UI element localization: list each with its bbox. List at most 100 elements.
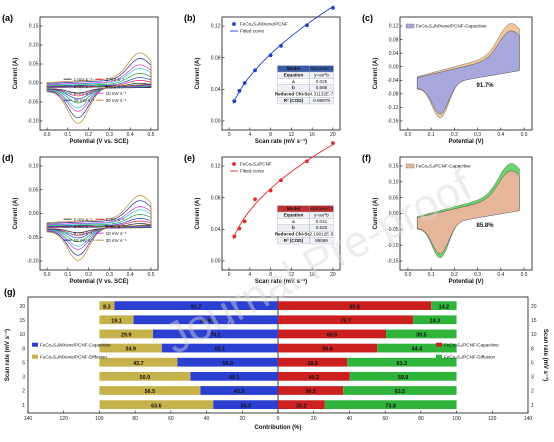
panel-g-bar-left-capacitive [213,400,278,410]
panel-g-value-right-diffusion: 39.5 [416,333,427,339]
panel-g-value-left-capacitive: 70.1 [210,333,221,339]
panel-c-ytick-label: -0.16 [387,119,399,125]
panel-g-value-left-diffusion: 63.6 [151,403,162,409]
panel-d-curves [46,195,152,261]
panel-b-xtick-label: 8 [269,132,272,138]
panel-e-legend-marker [232,162,236,166]
panel-g-bar-right-capacitive [278,386,344,395]
panel-b-data-point [237,89,242,93]
panel-d-frame [39,156,159,271]
panel-g-xtick-label: 140 [24,416,33,422]
panel-b-data-point [232,99,237,104]
panel-e-ytick-label: 0.04 [211,227,221,233]
panel-f-ytick-label: -0.10 [387,243,399,249]
panel-e-ytick-label: 0.08 [211,195,221,201]
panel-e-data-point [237,226,242,231]
panel-e-table-text: Allometric 1 [309,206,333,211]
panel-b-xtick-label: 12 [289,132,295,138]
panel-c-ytick-label: 0.12 [389,24,399,30]
panel-e-xtick-label: 20 [330,272,336,278]
panel-a-cv-curve [46,72,152,104]
panel-g-bar-right-diffusion [386,329,457,339]
panel-b-xlabel: Scan rate (mV s⁻¹) [255,138,307,145]
panel-g-xtick-label: 140 [524,416,533,422]
panel-g-xtick-label: 100 [95,416,104,422]
panel-c-legend-swatch [405,23,415,29]
panel-g-value-left-capacitive: 36.3 [240,403,251,409]
panel-d-legend-label: 5 mV s⁻¹ [106,224,125,229]
panel-e-table-text: a [292,219,295,224]
panel-e-data-point [331,141,335,146]
panel-g-value-right-capacitive: 36.5 [305,389,316,395]
panel-f-xtick-label: 0.2 [451,272,458,278]
panel-e-xlabel: Scan rate (mV s⁻¹) [255,278,307,285]
panel-d-ylabel: Current (A) [13,198,19,230]
panel-e-table-text: Reduced Chi-Sqr [275,232,312,237]
panel-f-ytick-label: 0.05 [389,195,399,201]
panel-b-data-point [279,43,283,48]
panel-f-xtick-label: 0.1 [428,272,435,278]
panel-g-category-right: 1 [531,403,534,409]
panel-e-table-text: y=ax^b [314,212,329,217]
panel-e-panel-label: (e) [184,153,195,163]
panel-g-value-left-diffusion: 34.9 [125,347,136,353]
panel-f-xlabel: Potential (V) [448,279,483,285]
panel-g-value-left-capacitive: 49.1 [229,375,240,381]
panel-a-cv-curve [46,58,152,119]
panel-f-legend-swatch [405,163,415,169]
panel-d-ytick-label: 0.00 [29,211,39,217]
panel-f-capacitive-area [417,170,520,255]
panel-g-xtick-label: 60 [168,416,174,422]
panel-g-category-left: 1 [22,403,25,409]
panel-d-legend-label: 2 mV s⁻¹ [106,217,125,222]
panel-f-xtick-label: 0.5 [521,272,528,278]
panel-g-value-left-diffusion: 43.7 [133,361,144,367]
panel-g-value-right-capacitive: 60.5 [327,333,338,339]
panel-f-ytick-label: -0.15 [387,259,399,265]
panel-b-table-cell [309,97,334,105]
panel-a-curves [46,52,152,124]
panel-g-bar-right-capacitive [278,343,378,353]
panel-d-cv-curve [46,195,152,261]
panel-c-frame [399,16,533,131]
panel-g-value-right-diffusion: 59.8 [398,375,409,381]
panel-e-table-text: 0.520 [316,225,328,230]
panel-b-table-text: Allometric 1 [309,66,333,71]
panel-d-ytick-label: -0.05 [27,235,39,241]
panel-d-xtick-label: 0.1 [64,272,71,278]
panel-g-value-left-diffusion: 19.1 [111,318,122,324]
panel-g-bar-right-diffusion [377,343,457,353]
panel-g-bar-right-capacitive [278,400,325,410]
panel-b-ytick-label: 0.00 [211,119,221,125]
panel-g-xtick-label: 120 [60,416,69,422]
panel-g-value-right-diffusion: 14.2 [439,304,450,310]
panel-g-legend-swatch [436,354,442,359]
panel-a-cv-curve [46,67,152,109]
panel-d-xtick-label: 0.2 [85,272,92,278]
panel-g-bar-right-diffusion [431,301,457,311]
panel-f-panel-label: (f) [362,153,371,163]
panel-e-table-text: 0.031 [316,219,328,224]
panel-g-xtick-label: 40 [347,416,353,422]
panel-d-xtick-label: 0.5 [147,272,154,278]
panel-g-bar-right-capacitive [278,301,432,311]
panel-b-legend-label: FeCo₂S₄/MXene/PCNF [240,22,288,27]
panel-g-value-right-diffusion: 61.2 [397,361,408,367]
panel-c-xtick-label: 0.4 [497,132,504,138]
panel-g-bar-right-capacitive [278,329,387,339]
panel-e-ytick-label: 0.00 [211,259,221,265]
panel-a-xtick-label: 0.3 [106,132,113,138]
panel-e-table-cell [309,237,334,245]
panel-g-category-right: 3 [531,375,534,381]
panel-a-legend-label: 2 mV s⁻¹ [106,77,125,82]
panel-f-percentage: 85.8% [477,223,495,229]
panel-e-axes: 0 4 8 12 16 20 0.00 0.04 0.08 0.12 [211,156,341,278]
panel-g-legend-swatch [32,354,38,359]
panel-g-legend-label: FeCo₂S₄/PCNF-Capacitive [444,342,499,347]
panel-a-legend-label: 5 mV s⁻¹ [106,84,125,89]
panel-g-bar-left-capacitive [152,329,278,339]
panel-b-table-text: 0.586 [316,85,328,90]
panel-g-bar-left-diffusion [99,371,191,381]
panel-f-ytick-label: -0.05 [387,227,399,233]
panel-g-panel-label: (g) [4,287,16,297]
